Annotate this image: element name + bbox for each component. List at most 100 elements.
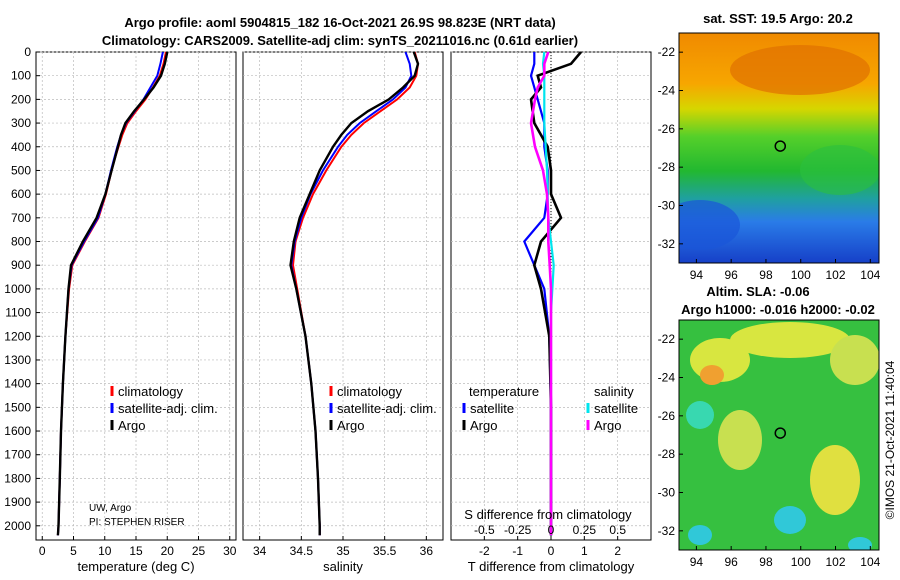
map-x-tick-label: 104 <box>860 555 880 569</box>
y-tick-label: 100 <box>11 69 31 83</box>
legend-satellite-adj-label: satellite-adj. clim. <box>118 401 218 416</box>
x-tick-label: 5 <box>70 544 77 558</box>
map-x-tick-label: 100 <box>791 268 811 282</box>
y-tick-label: 1700 <box>4 448 31 462</box>
argo-line <box>56 51 169 536</box>
sla-cyan-patch <box>686 401 714 429</box>
pi-annotation: PI: STEPHEN RISER <box>89 517 185 528</box>
sla-map-title-line1: Altim. SLA: -0.06 <box>706 284 809 299</box>
x-tick-label: 35.5 <box>373 544 397 558</box>
map-x-tick-label: 96 <box>724 268 738 282</box>
map-y-tick-label: -32 <box>658 524 676 538</box>
y-tick-label: 1500 <box>4 400 31 414</box>
legend-t-argo-label: Argo <box>470 418 497 433</box>
salinity-panel: 34 34.5 35 35.5 36 salinity climatology satelli… <box>242 51 444 574</box>
s-tick-label: -0.5 <box>474 523 495 537</box>
map-y-tick-label: -24 <box>658 84 676 98</box>
map-y-tick-label: -26 <box>658 409 676 423</box>
x-tick-label: 0 <box>39 544 46 558</box>
legend-argo-label: Argo <box>337 418 364 433</box>
x-tick-label: 15 <box>129 544 143 558</box>
sst-map-title: sat. SST: 19.5 Argo: 20.2 <box>703 11 853 26</box>
x-tick-label: 36 <box>420 544 434 558</box>
x-axis-label: salinity <box>323 559 363 574</box>
y-tick-label: 1600 <box>4 424 31 438</box>
x-tick-label: -1 <box>512 544 523 558</box>
y-tick-label: 300 <box>11 116 31 130</box>
sst-green-patch <box>800 145 879 195</box>
map-x-tick-label: 94 <box>690 555 704 569</box>
sla-cyan-patch <box>848 537 872 550</box>
x-tick-label: 20 <box>161 544 175 558</box>
sla-map <box>679 320 879 550</box>
x-tick-label: 10 <box>98 544 112 558</box>
y-tick-label: 900 <box>11 258 31 272</box>
y-tick-label: 0 <box>24 45 31 59</box>
s-tick-label: 0.5 <box>609 523 626 537</box>
y-tick-label: 700 <box>11 211 31 225</box>
map-y-tick-label: -24 <box>658 371 676 385</box>
legend-t-satellite-label: satellite <box>470 401 514 416</box>
s-axis-label: S difference from climatology <box>464 507 632 522</box>
y-tick-label: 1300 <box>4 353 31 367</box>
institution-annotation: UW, Argo <box>89 503 132 514</box>
copyright-label: ©IMOS 21-Oct-2021 11:40:04 <box>883 360 897 519</box>
y-tick-label: 1200 <box>4 329 31 343</box>
argo-line <box>289 51 420 536</box>
s-tick-label: 0.25 <box>573 523 597 537</box>
y-tick-label: 200 <box>11 92 31 106</box>
y-tick-label: 1100 <box>5 306 31 320</box>
x-tick-label: 2 <box>614 544 621 558</box>
y-tick-label: 1400 <box>4 377 31 391</box>
map-x-tick-label: 102 <box>826 555 846 569</box>
x-tick-label: 35 <box>336 544 350 558</box>
s-argo-line <box>529 51 553 536</box>
x-tick-label: 34 <box>253 544 267 558</box>
main-title-line2: Climatology: CARS2009. Satellite-adj cli… <box>102 33 578 48</box>
map-x-tick-label: 98 <box>759 268 773 282</box>
sst-cool-patch <box>679 200 740 250</box>
x-tick-label: 0 <box>548 544 555 558</box>
sla-cyan-patch <box>688 525 712 545</box>
legend-argo-label: Argo <box>118 418 145 433</box>
sla-cyan-patch <box>774 506 806 534</box>
y-tick-label: 1900 <box>4 495 31 509</box>
sst-map-axes: 94 96 98 100 102 104 -22 -24 -26 -28 -30 -32 <box>658 45 881 282</box>
x-tick-label: -2 <box>479 544 490 558</box>
sst-map-frame <box>678 32 880 264</box>
map-y-tick-label: -30 <box>658 199 676 213</box>
difference-panel: -2 -1 0 1 2T difference from climatology temp… <box>450 51 652 574</box>
sla-map-title-line2: Argo h1000: -0.016 h2000: -0.02 <box>681 302 875 317</box>
legend-satellite-adj-label: satellite-adj. clim. <box>337 401 437 416</box>
s-tick-label: 0 <box>548 523 555 537</box>
map-y-tick-label: -28 <box>658 447 676 461</box>
y-tick-label: 2000 <box>4 519 31 533</box>
map-y-tick-label: -26 <box>658 122 676 136</box>
sla-yellow-patch <box>810 445 860 515</box>
x-axis-label: T difference from climatology <box>468 559 635 574</box>
map-x-tick-label: 104 <box>860 268 880 282</box>
map-x-tick-label: 100 <box>791 555 811 569</box>
sla-yellow-patch <box>718 410 762 470</box>
x-tick-label: 1 <box>581 544 588 558</box>
y-tick-label: 1800 <box>4 471 31 485</box>
y-tick-label: 500 <box>11 163 31 177</box>
main-title-line1: Argo profile: aoml 5904815_182 16-Oct-20… <box>124 15 555 30</box>
map-y-tick-label: -22 <box>658 45 676 59</box>
sst-warm-patch <box>730 45 870 95</box>
legend-climatology-label: climatology <box>337 384 403 399</box>
x-tick-label: 30 <box>223 544 237 558</box>
profile-location-marker <box>774 140 787 152</box>
sla-orange-patch <box>700 365 724 385</box>
y-tick-label: 1000 <box>4 282 31 296</box>
sla-yellow-patch <box>830 335 879 385</box>
legend-s-argo-label: Argo <box>594 418 621 433</box>
x-axis-label: temperature (deg C) <box>77 559 194 574</box>
y-tick-label: 400 <box>11 140 31 154</box>
sst-map <box>679 33 879 263</box>
t-argo-line <box>529 51 582 536</box>
legend-climatology-label: climatology <box>118 384 184 399</box>
map-x-tick-label: 98 <box>759 555 773 569</box>
map-y-tick-label: -28 <box>658 160 676 174</box>
x-tick-label: 25 <box>192 544 206 558</box>
